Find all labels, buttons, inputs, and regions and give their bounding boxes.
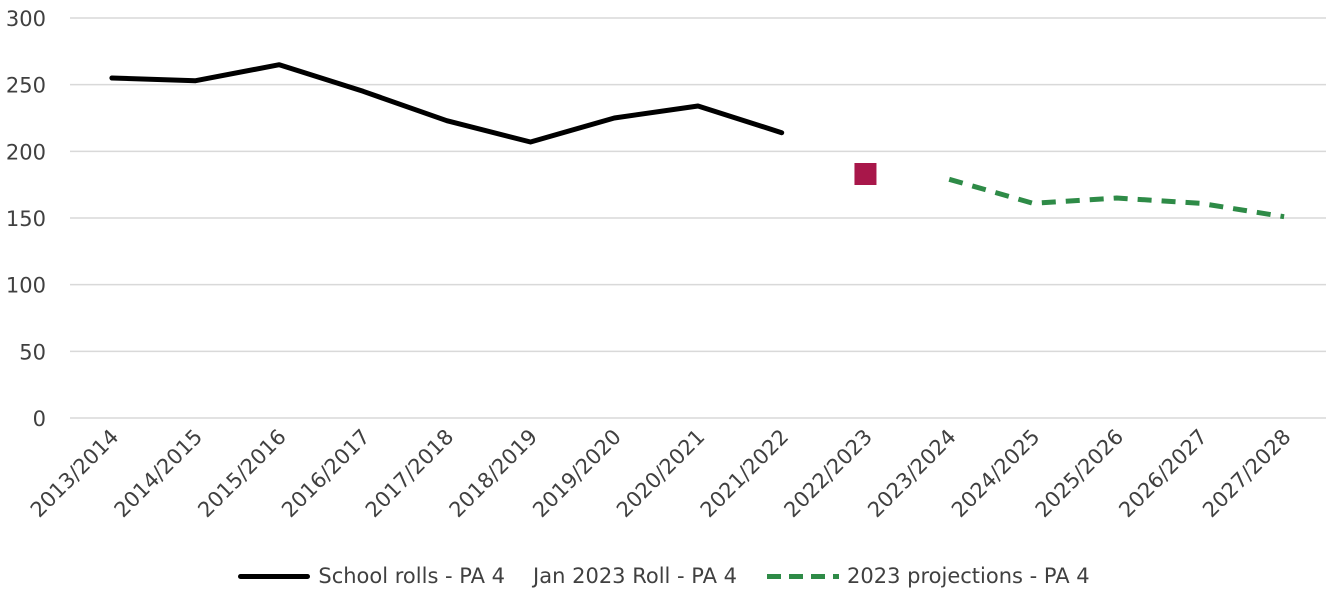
- legend-label: School rolls - PA 4: [318, 564, 506, 588]
- x-tick-label: 2020/2021: [612, 425, 710, 523]
- y-tick-label: 200: [6, 140, 46, 164]
- legend-swatch-solid-line: [236, 569, 312, 583]
- legend-label: 2023 projections - PA 4: [847, 564, 1090, 588]
- x-tick-label: 2022/2023: [779, 425, 877, 523]
- x-tick-label: 2013/2014: [26, 425, 124, 523]
- legend: School rolls - PA 4 Jan 2023 Roll - PA 4…: [0, 561, 1326, 591]
- y-tick-label: 300: [6, 7, 46, 31]
- y-tick-label: 150: [6, 207, 46, 231]
- legend-item-school-rolls: School rolls - PA 4: [236, 564, 505, 588]
- x-tick-label: 2023/2024: [863, 425, 961, 523]
- series-group: [109, 62, 1285, 220]
- y-tick-label: 100: [6, 274, 46, 298]
- x-tick-label: 2021/2022: [696, 425, 794, 523]
- y-tick-label: 50: [19, 340, 46, 364]
- legend-swatch-dashed-line: [765, 569, 841, 583]
- y-axis-tick-labels: 0 50 100 150 200 250 300: [6, 7, 46, 431]
- gridlines: [70, 17, 1326, 419]
- x-tick-label: 2027/2028: [1198, 425, 1296, 523]
- legend-item-jan-2023-roll: Jan 2023 Roll - PA 4: [533, 564, 737, 588]
- x-tick-label: 2014/2015: [110, 425, 208, 523]
- data-point-marker: [854, 163, 877, 185]
- x-tick-label: 2015/2016: [193, 425, 291, 523]
- x-tick-label: 2019/2020: [528, 425, 626, 523]
- x-axis-tick-labels: 2013/20142014/20152015/20162016/20172017…: [26, 425, 1296, 523]
- series-line-school-rolls: [109, 62, 785, 145]
- y-tick-label: 0: [33, 407, 46, 431]
- series-line-projections: [948, 176, 1285, 220]
- x-tick-label: 2016/2017: [277, 425, 375, 523]
- x-tick-label: 2018/2019: [445, 425, 543, 523]
- legend-item-projections: 2023 projections - PA 4: [765, 564, 1090, 588]
- y-tick-label: 250: [6, 74, 46, 98]
- legend-label: Jan 2023 Roll - PA 4: [533, 564, 738, 588]
- x-tick-label: 2026/2027: [1114, 425, 1212, 523]
- x-tick-label: 2024/2025: [947, 425, 1045, 523]
- x-tick-label: 2017/2018: [361, 425, 459, 523]
- x-tick-label: 2025/2026: [1031, 425, 1129, 523]
